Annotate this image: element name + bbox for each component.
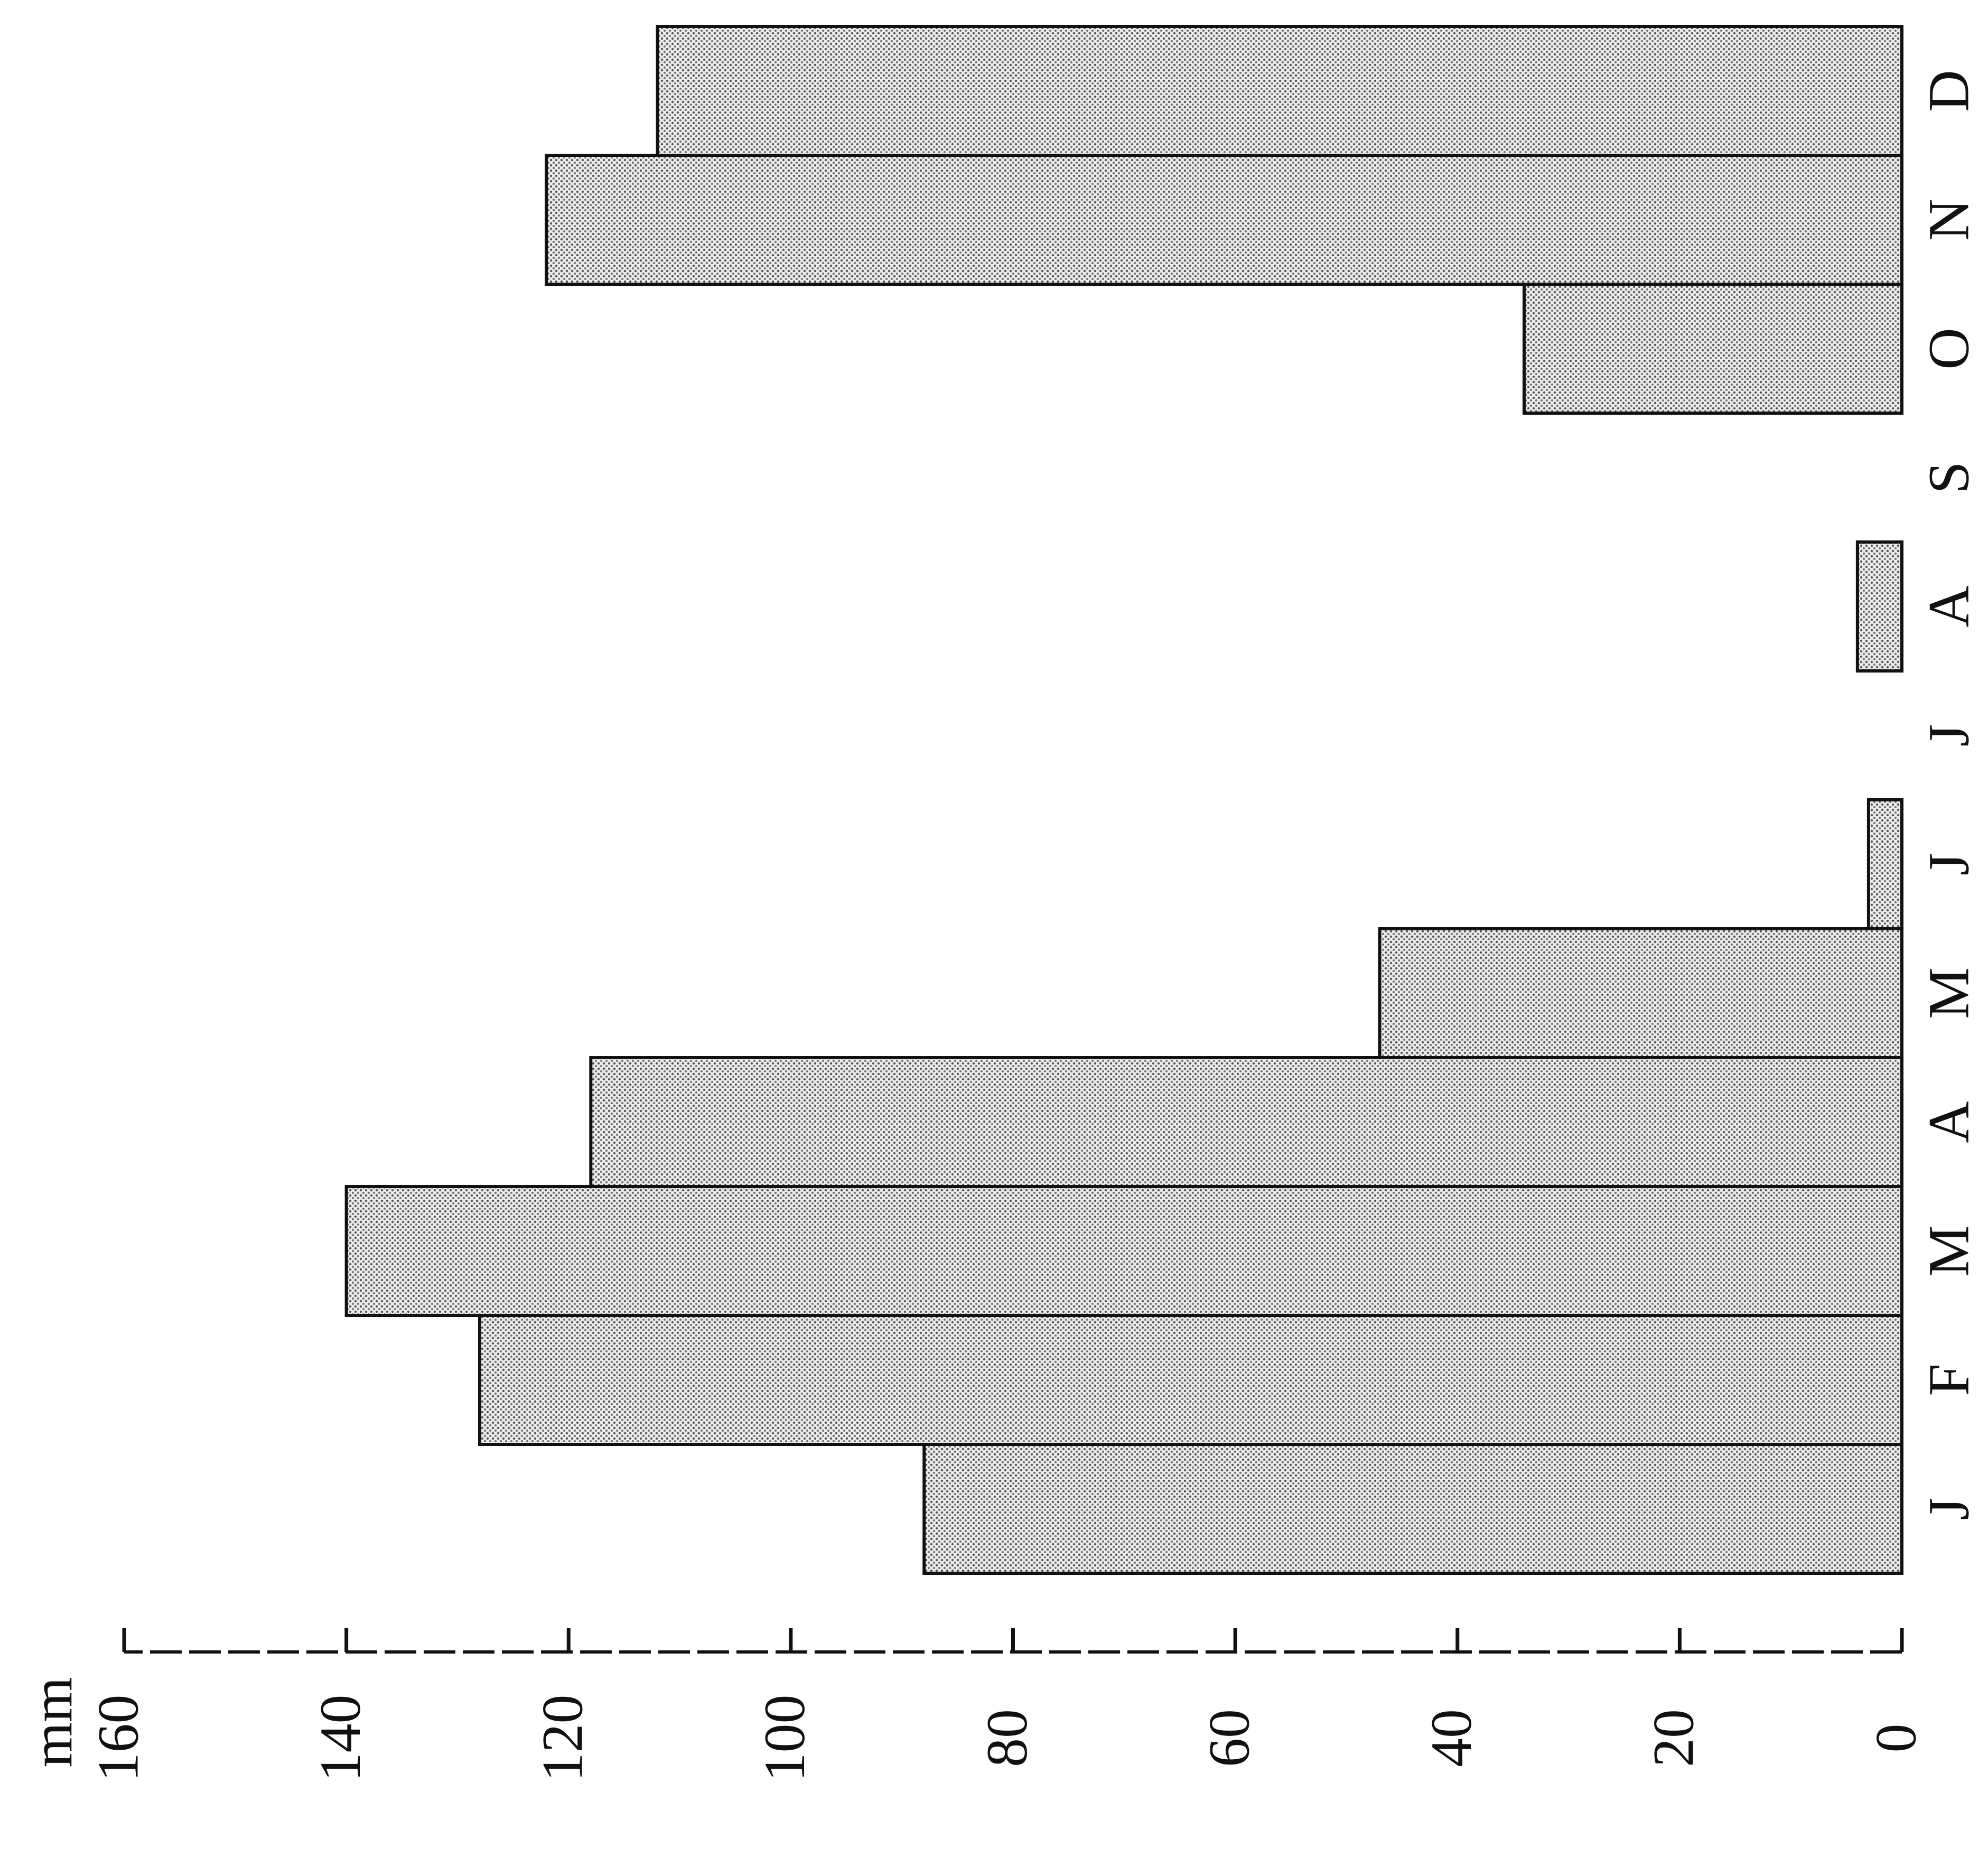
bar (589, 1056, 1903, 1188)
bar (478, 1314, 1903, 1446)
category-label: A (1916, 585, 1981, 627)
y-tick-label: 40 (1419, 1709, 1483, 1767)
bar (922, 1443, 1903, 1575)
bar (656, 25, 1903, 157)
y-tick-label: 20 (1641, 1709, 1706, 1767)
axis-title: mm (20, 1677, 84, 1767)
category-label: M (1916, 967, 1981, 1019)
category-label: J (1916, 724, 1981, 747)
bar (1855, 540, 1903, 673)
category-label: F (1916, 1364, 1981, 1396)
bar (545, 154, 1903, 286)
category-label: D (1916, 70, 1981, 111)
category-label: S (1916, 461, 1981, 493)
bar (1522, 283, 1903, 415)
y-tick-label: 140 (308, 1695, 372, 1782)
category-label: J (1916, 1498, 1981, 1520)
bar (1378, 927, 1903, 1059)
bar (1866, 798, 1903, 930)
category-label: A (1916, 1101, 1981, 1143)
category-label: O (1916, 328, 1981, 369)
y-tick-label: 0 (1863, 1724, 1928, 1753)
category-label: N (1916, 199, 1981, 240)
y-tick-label: 160 (86, 1695, 150, 1782)
y-tick-label: 60 (1197, 1709, 1261, 1767)
y-tick-label: 100 (752, 1695, 817, 1782)
y-tick-label: 120 (530, 1695, 595, 1782)
y-tick-label: 80 (975, 1709, 1039, 1767)
bar (344, 1185, 1903, 1317)
category-label: M (1916, 1225, 1981, 1277)
category-label: J (1916, 853, 1981, 876)
